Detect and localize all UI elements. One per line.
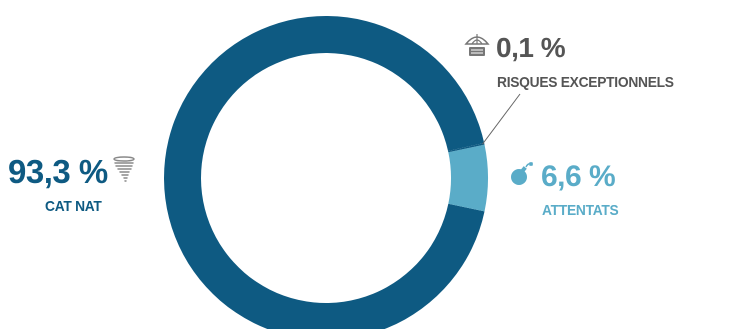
label-attentats: 6,6 % ATTENTATS (509, 159, 709, 218)
category-cat-nat: CAT NAT (45, 198, 102, 215)
umbrella-icon (464, 32, 490, 63)
slice-risques-exceptionnels (448, 142, 485, 153)
value-attentats: 6,6 % (541, 159, 616, 193)
slice-cat-nat (164, 16, 485, 329)
label-risques-exceptionnels: 0,1 % RISQUES EXCEPTIONNELS (464, 31, 734, 90)
leader-line-risques-exceptionnels (481, 93, 521, 145)
category-attentats: ATTENTATS (542, 202, 619, 219)
bomb-icon (509, 161, 535, 192)
slice-attentats (448, 144, 488, 212)
category-risques-exceptionnels: RISQUES EXCEPTIONNELS (497, 74, 674, 91)
label-cat-nat: 93,3 % CAT NAT (8, 153, 158, 214)
tornado-icon (112, 156, 136, 187)
value-risques-exceptionnels: 0,1 % (496, 31, 566, 63)
value-cat-nat: 93,3 % (8, 153, 108, 190)
